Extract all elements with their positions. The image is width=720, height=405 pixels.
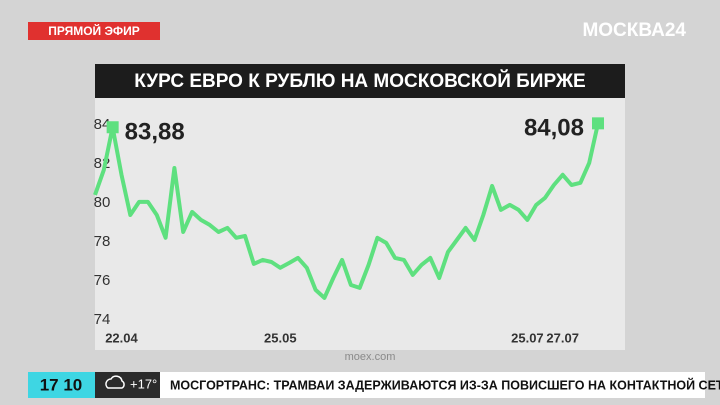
ticker: МОСГОРТРАНС: ТРАМВАИ ЗАДЕРЖИВАЮТСЯ ИЗ-ЗА… — [170, 377, 720, 392]
live-badge — [28, 22, 160, 40]
weather: +17° — [130, 376, 157, 391]
point-marker — [592, 117, 604, 130]
ticker-box — [160, 372, 705, 398]
y-tick-label: 84 — [94, 116, 111, 133]
point-marker — [106, 121, 119, 134]
chart-title: КУРС ЕВРО К РУБЛЮ НА МОСКОВСКОЙ БИРЖЕ — [134, 70, 586, 92]
value-label: 83,88 — [125, 119, 185, 146]
y-tick-label: 80 — [94, 194, 111, 211]
y-tick-label: 76 — [94, 272, 111, 289]
clock: 17 10 — [40, 375, 83, 394]
live-label: ПРЯМОЙ ЭФИР — [48, 23, 140, 38]
x-tick-label: 22.04 — [105, 330, 138, 345]
y-tick-label: 78 — [94, 233, 111, 250]
title-bar — [95, 64, 625, 98]
x-tick-label: 27.07 — [546, 330, 579, 345]
x-tick-label: 25.07 — [511, 330, 544, 345]
channel-logo: МОСКВА24 — [582, 20, 686, 41]
weather-icon — [105, 375, 125, 389]
source: moex.com — [345, 351, 396, 363]
clock-box — [28, 372, 95, 398]
data-line — [93, 122, 600, 300]
y-tick-label: 74 — [94, 311, 111, 328]
value-label: 84,08 — [524, 115, 584, 142]
x-tick-label: 25.05 — [264, 330, 297, 345]
